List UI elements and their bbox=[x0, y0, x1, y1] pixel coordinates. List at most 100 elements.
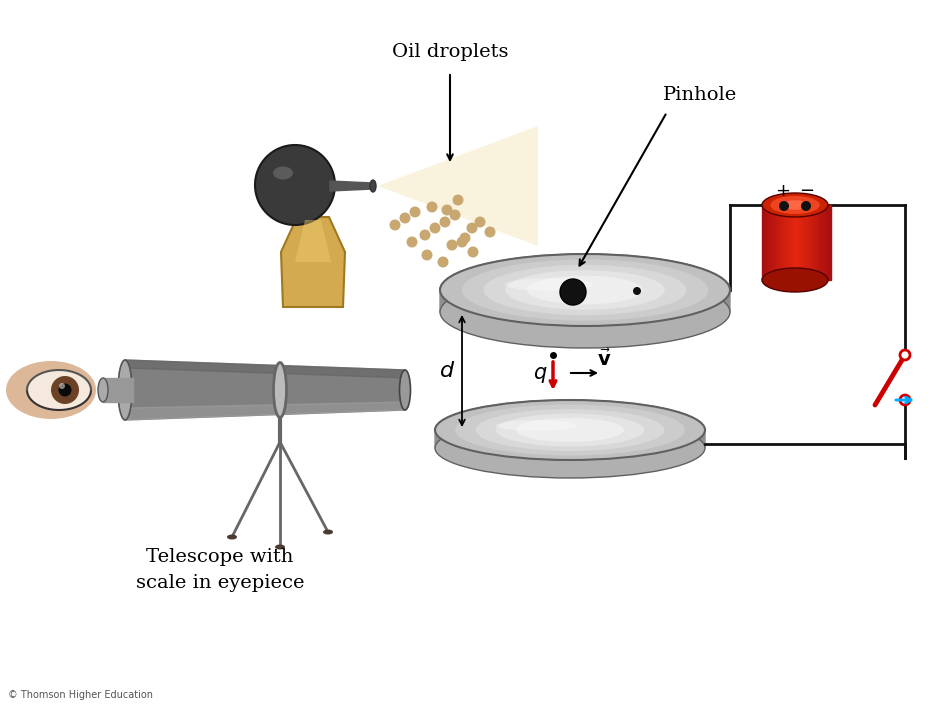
Polygon shape bbox=[813, 205, 816, 280]
Polygon shape bbox=[793, 205, 796, 280]
Polygon shape bbox=[816, 205, 820, 280]
Polygon shape bbox=[776, 205, 779, 280]
Circle shape bbox=[449, 210, 461, 220]
Text: +: + bbox=[775, 182, 790, 200]
Circle shape bbox=[407, 237, 417, 247]
Ellipse shape bbox=[440, 276, 730, 348]
Ellipse shape bbox=[98, 378, 108, 402]
Circle shape bbox=[633, 287, 641, 295]
Polygon shape bbox=[330, 181, 373, 191]
Polygon shape bbox=[782, 205, 785, 280]
Polygon shape bbox=[103, 378, 133, 402]
Polygon shape bbox=[810, 205, 813, 280]
Circle shape bbox=[801, 201, 811, 211]
Ellipse shape bbox=[762, 193, 828, 217]
Polygon shape bbox=[823, 205, 826, 280]
Ellipse shape bbox=[462, 260, 709, 321]
Ellipse shape bbox=[505, 278, 592, 291]
Polygon shape bbox=[440, 254, 730, 312]
Circle shape bbox=[438, 257, 448, 267]
Ellipse shape bbox=[227, 535, 237, 540]
Circle shape bbox=[59, 383, 65, 389]
Polygon shape bbox=[770, 205, 773, 280]
Ellipse shape bbox=[275, 545, 285, 550]
Circle shape bbox=[900, 350, 910, 360]
Polygon shape bbox=[796, 205, 799, 280]
Text: $\vec{\mathbf{v}}$: $\vec{\mathbf{v}}$ bbox=[597, 349, 612, 369]
Circle shape bbox=[779, 201, 789, 211]
Circle shape bbox=[420, 230, 430, 240]
Circle shape bbox=[59, 384, 71, 396]
Circle shape bbox=[440, 217, 450, 227]
Ellipse shape bbox=[455, 404, 685, 456]
Polygon shape bbox=[773, 205, 776, 280]
Circle shape bbox=[460, 232, 470, 244]
Polygon shape bbox=[125, 360, 405, 378]
Ellipse shape bbox=[476, 409, 664, 451]
Circle shape bbox=[446, 240, 458, 250]
Ellipse shape bbox=[27, 370, 91, 410]
Ellipse shape bbox=[323, 530, 333, 535]
Polygon shape bbox=[765, 205, 768, 280]
Ellipse shape bbox=[527, 276, 643, 304]
Polygon shape bbox=[820, 205, 823, 280]
Polygon shape bbox=[295, 220, 331, 262]
Polygon shape bbox=[762, 205, 765, 280]
Circle shape bbox=[900, 395, 910, 405]
Polygon shape bbox=[808, 205, 810, 280]
Ellipse shape bbox=[6, 361, 96, 419]
Text: d: d bbox=[440, 361, 454, 381]
Ellipse shape bbox=[273, 167, 293, 180]
Text: Pinhole: Pinhole bbox=[663, 86, 737, 104]
Ellipse shape bbox=[782, 200, 808, 210]
Circle shape bbox=[422, 250, 432, 260]
Ellipse shape bbox=[496, 414, 644, 446]
Polygon shape bbox=[799, 205, 802, 280]
Polygon shape bbox=[125, 360, 405, 420]
Circle shape bbox=[474, 217, 485, 227]
Circle shape bbox=[484, 227, 496, 237]
Circle shape bbox=[560, 279, 586, 305]
Polygon shape bbox=[788, 205, 790, 280]
Polygon shape bbox=[281, 217, 345, 307]
Circle shape bbox=[390, 220, 401, 230]
Polygon shape bbox=[435, 400, 705, 448]
Polygon shape bbox=[779, 205, 782, 280]
Ellipse shape bbox=[435, 400, 705, 460]
Polygon shape bbox=[790, 205, 793, 280]
Circle shape bbox=[409, 207, 421, 217]
Ellipse shape bbox=[505, 270, 665, 310]
Ellipse shape bbox=[440, 254, 730, 326]
Circle shape bbox=[467, 247, 479, 257]
Circle shape bbox=[429, 222, 441, 233]
Circle shape bbox=[442, 205, 452, 215]
Ellipse shape bbox=[118, 360, 132, 420]
Polygon shape bbox=[785, 205, 788, 280]
Polygon shape bbox=[828, 205, 831, 280]
Text: −: − bbox=[800, 182, 814, 200]
Polygon shape bbox=[378, 126, 538, 246]
Ellipse shape bbox=[435, 418, 705, 478]
Circle shape bbox=[51, 376, 79, 404]
Polygon shape bbox=[125, 402, 405, 420]
Ellipse shape bbox=[770, 196, 820, 214]
Ellipse shape bbox=[516, 418, 624, 442]
Circle shape bbox=[400, 212, 410, 223]
Polygon shape bbox=[802, 205, 805, 280]
Text: Oil droplets: Oil droplets bbox=[391, 43, 508, 61]
Circle shape bbox=[427, 202, 438, 212]
Circle shape bbox=[452, 195, 464, 205]
Ellipse shape bbox=[496, 420, 577, 431]
Ellipse shape bbox=[484, 265, 687, 315]
Polygon shape bbox=[826, 205, 828, 280]
Circle shape bbox=[466, 222, 478, 233]
Polygon shape bbox=[805, 205, 808, 280]
Ellipse shape bbox=[762, 268, 828, 292]
Ellipse shape bbox=[274, 362, 287, 418]
Ellipse shape bbox=[370, 180, 376, 192]
Text: q: q bbox=[533, 363, 546, 383]
Polygon shape bbox=[768, 205, 770, 280]
Circle shape bbox=[457, 237, 467, 247]
Circle shape bbox=[255, 145, 335, 225]
Text: Telescope with
scale in eyepiece: Telescope with scale in eyepiece bbox=[136, 548, 304, 593]
